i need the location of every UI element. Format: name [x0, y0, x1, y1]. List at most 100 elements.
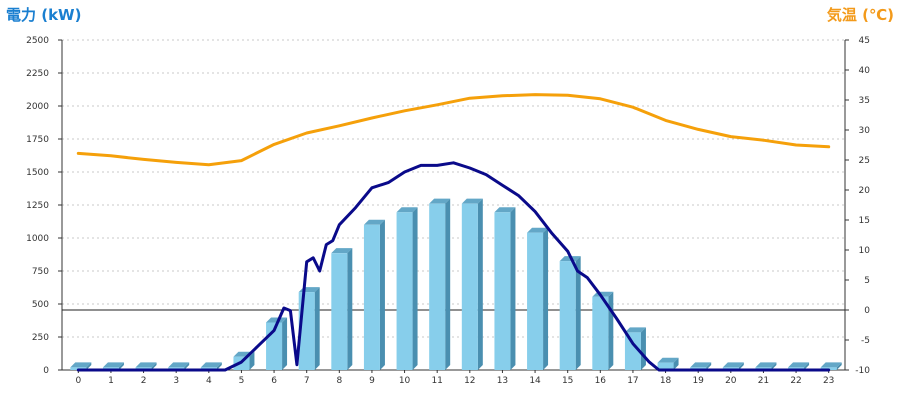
bar-top [461, 198, 483, 204]
x-tick-label: 1 [108, 376, 114, 386]
left-tick-label: 0 [43, 366, 49, 376]
bar-front [331, 253, 348, 370]
bar-side [477, 198, 483, 370]
bar-side [151, 362, 157, 370]
bar-side [282, 317, 288, 370]
right-tick-label: 0 [864, 306, 870, 316]
x-tick-label: 10 [399, 376, 411, 386]
right-tick-label: 15 [859, 216, 870, 226]
x-tick-label: 23 [823, 376, 834, 386]
bar-side [706, 362, 712, 370]
bar-side [412, 207, 418, 370]
tick-labels: 02505007501000125015001750200022502500-1… [26, 36, 870, 386]
x-tick-label: 7 [304, 376, 310, 386]
right-tick-label: 35 [859, 96, 870, 106]
left-tick-label: 2500 [26, 36, 49, 46]
x-tick-label: 15 [562, 376, 573, 386]
bar-front [527, 232, 544, 370]
bar-top [755, 362, 777, 368]
left-tick-label: 1000 [26, 234, 49, 244]
bar-top [363, 219, 385, 225]
x-tick-label: 4 [206, 376, 212, 386]
left-tick-label: 2250 [26, 69, 49, 79]
bar-front [429, 203, 446, 370]
bar-front [559, 261, 576, 370]
line-series [76, 93, 831, 372]
right-tick-label: 20 [859, 186, 871, 196]
bar-side [314, 287, 320, 370]
bar-top [200, 362, 222, 368]
bar-front [363, 224, 380, 370]
x-tick-label: 16 [595, 376, 607, 386]
bar-top [690, 362, 712, 368]
axes [58, 39, 849, 373]
left-tick-label: 1500 [26, 168, 49, 178]
bar-front [657, 362, 674, 370]
right-tick-label: 5 [864, 276, 870, 286]
bar [559, 256, 581, 370]
bar [527, 227, 549, 370]
bar-side [575, 256, 581, 370]
bar [331, 248, 353, 370]
bar [592, 291, 614, 370]
left-tick-label: 2000 [26, 102, 49, 112]
x-tick-label: 0 [75, 376, 81, 386]
x-tick-label: 19 [692, 376, 704, 386]
bar-top [624, 327, 646, 333]
bar-side [216, 362, 222, 370]
left-tick-label: 250 [32, 333, 49, 343]
left-tick-label: 1750 [26, 135, 49, 145]
x-tick-label: 20 [725, 376, 737, 386]
bar [657, 357, 679, 370]
bar [624, 327, 646, 370]
bar-top [168, 362, 190, 368]
left-tick-label: 500 [32, 300, 49, 310]
bar-front [592, 296, 609, 370]
x-tick-label: 13 [497, 376, 508, 386]
right-tick-label: 30 [859, 126, 871, 136]
power-line [76, 161, 831, 372]
bar-top [820, 362, 842, 368]
bar [363, 219, 385, 370]
bar-side [184, 362, 190, 370]
gridlines [62, 39, 845, 338]
bar-top [722, 362, 744, 368]
bar-top [102, 362, 124, 368]
x-tick-label: 8 [336, 376, 342, 386]
bar-top [266, 317, 288, 323]
bar-side [118, 362, 124, 370]
bar-side [249, 351, 255, 370]
x-tick-label: 18 [660, 376, 672, 386]
bar-top [494, 207, 516, 213]
x-tick-label: 6 [271, 376, 277, 386]
bar-top [331, 248, 353, 254]
bar [429, 198, 451, 370]
bar-side [673, 357, 679, 370]
bar-side [379, 219, 385, 370]
bar [494, 207, 516, 370]
bar-top [429, 198, 451, 204]
temperature-line [76, 93, 831, 167]
x-tick-label: 9 [369, 376, 375, 386]
bar-top [527, 227, 549, 233]
x-tick-label: 14 [529, 376, 541, 386]
right-tick-label: -5 [861, 336, 870, 346]
right-tick-label: 40 [859, 66, 871, 76]
x-tick-label: 17 [627, 376, 638, 386]
left-tick-label: 1250 [26, 201, 49, 211]
x-tick-label: 22 [790, 376, 801, 386]
bar [461, 198, 483, 370]
bar-top [657, 357, 679, 363]
bar-top [396, 207, 418, 213]
right-tick-label: -10 [855, 366, 870, 376]
bar-front [461, 203, 478, 370]
bar-side [608, 291, 614, 370]
bar-side [836, 362, 842, 370]
bar-side [804, 362, 810, 370]
bar-front [494, 212, 511, 370]
bar-front [396, 212, 413, 370]
left-tick-label: 750 [32, 267, 49, 277]
x-tick-label: 21 [758, 376, 769, 386]
bar [396, 207, 418, 370]
bar-side [347, 248, 353, 370]
